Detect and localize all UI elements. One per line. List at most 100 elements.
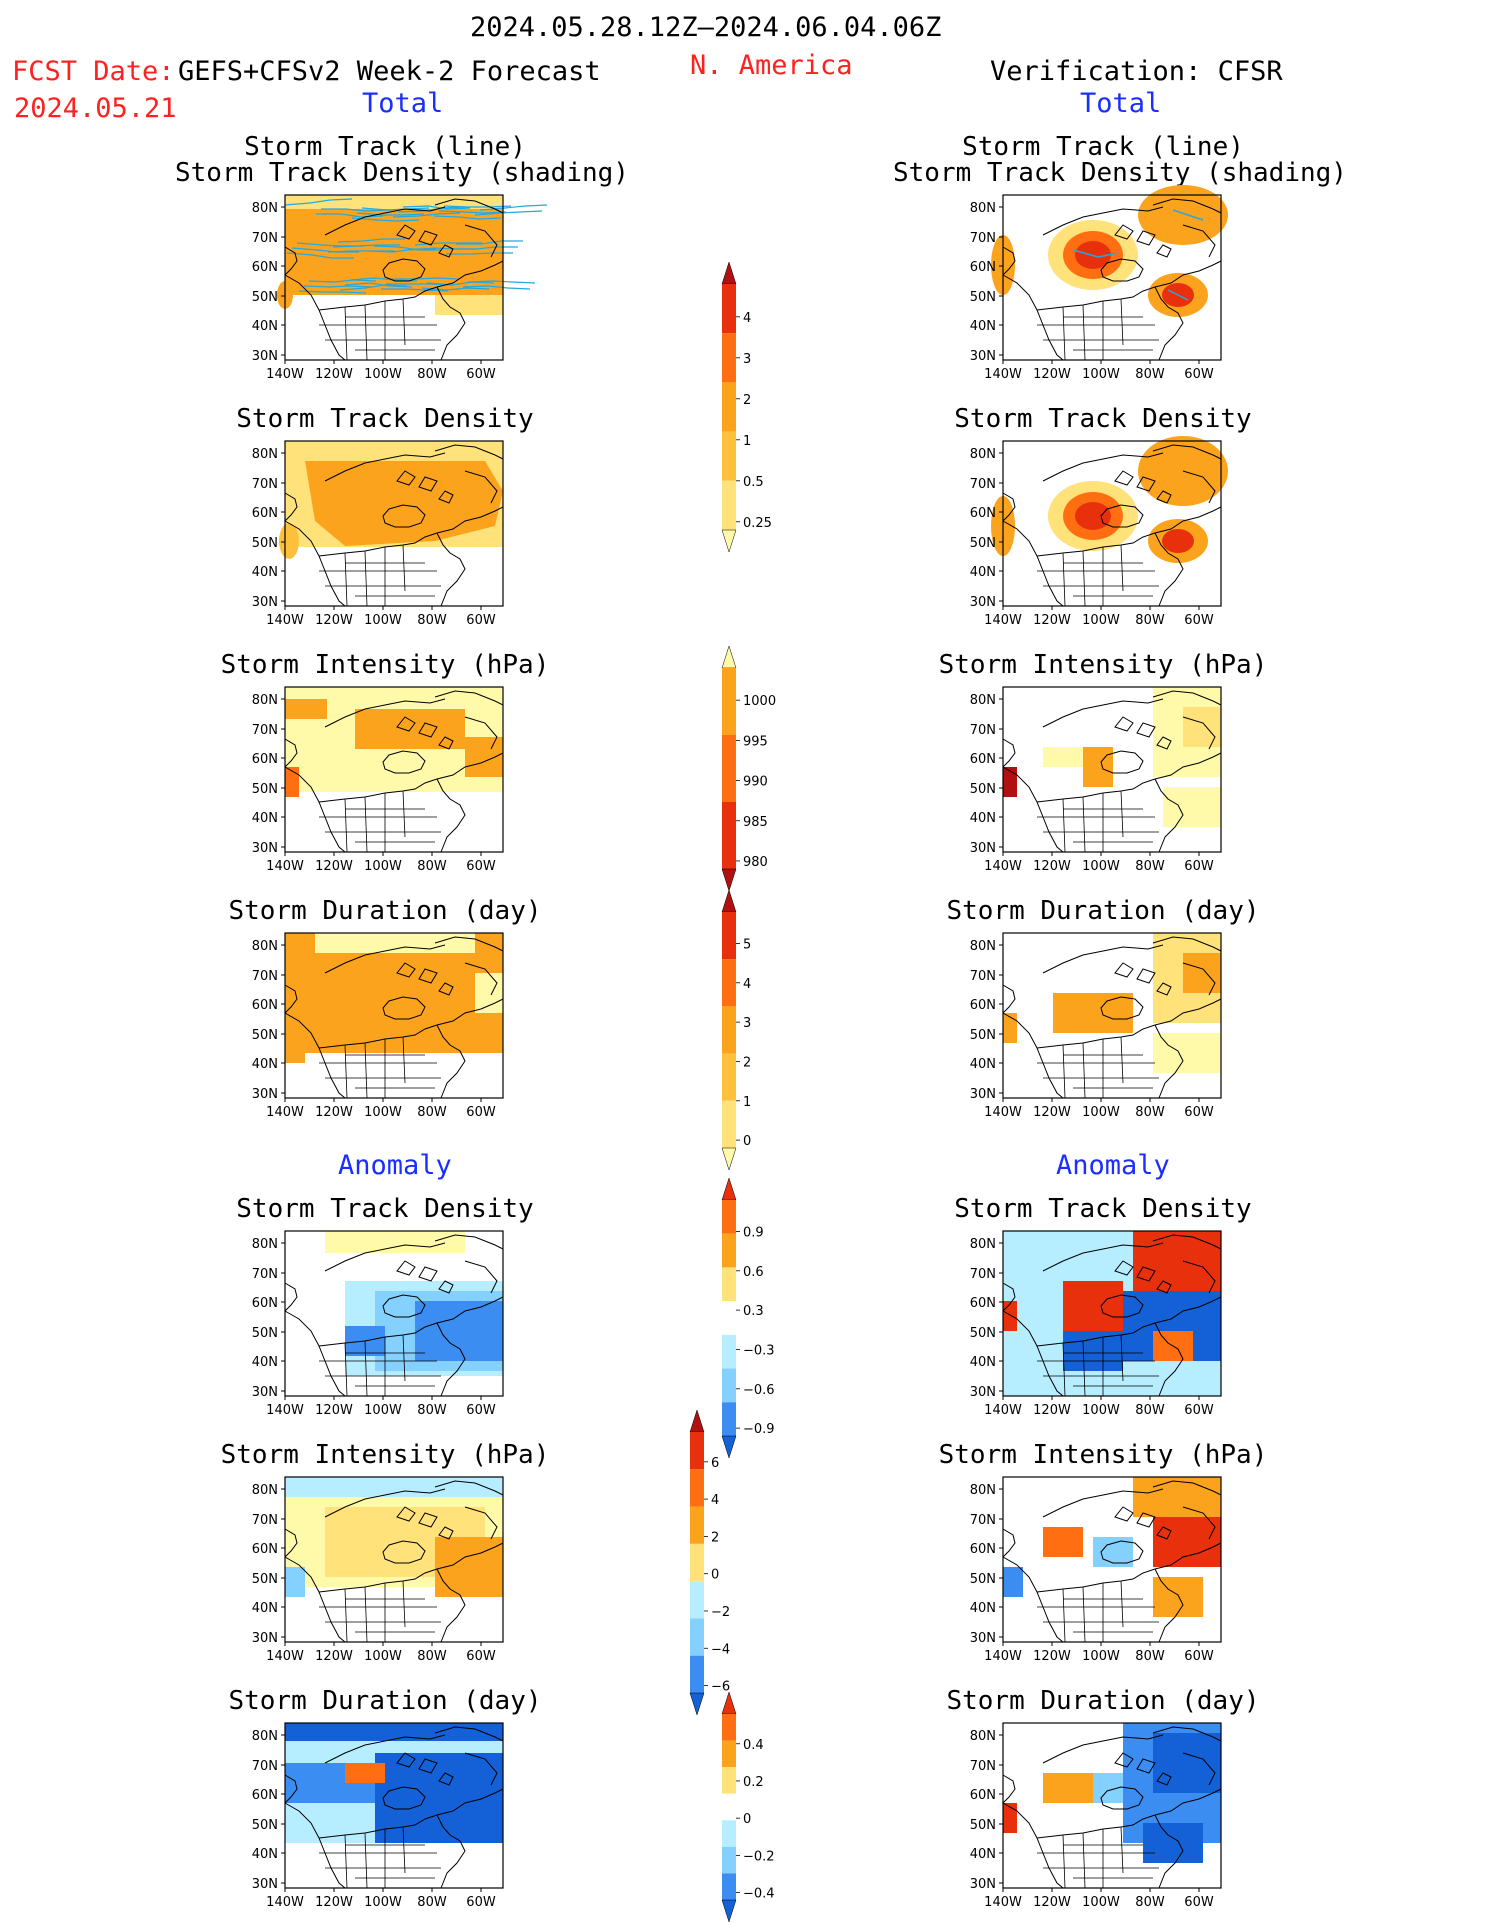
lon-label: 140W <box>266 1649 304 1664</box>
colorbar-label: −0.3 <box>743 1343 775 1358</box>
lat-label: 50N <box>252 290 278 305</box>
right-title-intensity: Storm Intensity (hPa) <box>938 650 1268 680</box>
lat-label: 80N <box>970 1483 996 1498</box>
lat-label: 70N <box>252 1513 278 1528</box>
lat-label: 50N <box>252 536 278 551</box>
lon-label: 100W <box>1082 613 1120 628</box>
colorbar-label: 2 <box>743 393 751 408</box>
lat-label: 50N <box>252 782 278 797</box>
map-left-density-anom: 80N 70N 60N 50N 40N 30N 140W 120W 100W 80W 60W <box>252 1230 504 1418</box>
lon-label: 100W <box>364 1649 402 1664</box>
lon-label: 100W <box>1082 367 1120 382</box>
lat-label: 80N <box>252 447 278 462</box>
lon-label: 120W <box>1033 613 1071 628</box>
colorbar-label: 1 <box>743 434 751 449</box>
lat-label: 70N <box>970 1267 996 1282</box>
colorbar-label: 0 <box>711 1568 719 1583</box>
lat-label: 50N <box>252 1818 278 1833</box>
colorbar-label: 4 <box>743 977 751 992</box>
lon-label: 100W <box>364 1105 402 1120</box>
lon-label: 140W <box>984 1649 1022 1664</box>
colorbar-label: −0.6 <box>743 1383 775 1398</box>
lat-label: 30N <box>970 349 996 364</box>
colorbar-label: 4 <box>711 1493 719 1508</box>
colorbar-label: 995 <box>743 734 768 749</box>
lat-label: 70N <box>252 1267 278 1282</box>
lat-label: 30N <box>252 1877 278 1892</box>
lon-label: 60W <box>1184 613 1214 628</box>
lat-label: 40N <box>252 1355 278 1370</box>
lat-label: 60N <box>252 1788 278 1803</box>
lon-label: 100W <box>1082 1105 1120 1120</box>
lon-label: 80W <box>417 1895 447 1910</box>
lat-label: 30N <box>252 841 278 856</box>
lat-label: 60N <box>252 506 278 521</box>
colorbar-label: 2 <box>711 1530 719 1545</box>
left-title-duration: Storm Duration (day) <box>228 896 542 926</box>
right-anomaly-label: Anomaly <box>1056 1150 1170 1181</box>
lat-label: 40N <box>970 565 996 580</box>
colorbar-label: 1000 <box>743 694 776 709</box>
lat-label: 80N <box>252 1483 278 1498</box>
colorbar-label: 1 <box>743 1095 751 1110</box>
lon-label: 60W <box>466 859 496 874</box>
right-total-label: Total <box>1080 88 1162 119</box>
lon-label: 60W <box>466 1105 496 1120</box>
right-title-density: Storm Track Density <box>954 404 1252 434</box>
right-title-track-line: Storm Track (line) <box>962 132 1244 162</box>
colorbar-label: −0.9 <box>743 1422 775 1437</box>
lon-label: 140W <box>266 1403 304 1418</box>
lat-label: 70N <box>970 723 996 738</box>
lat-label: 30N <box>970 1631 996 1646</box>
lat-label: 60N <box>252 260 278 275</box>
lat-label: 70N <box>970 477 996 492</box>
lat-label: 80N <box>970 939 996 954</box>
lon-label: 80W <box>1135 1649 1165 1664</box>
lon-label: 100W <box>1082 1649 1120 1664</box>
right-title-track-shading: Storm Track Density (shading) <box>893 158 1347 188</box>
lat-label: 40N <box>252 1847 278 1862</box>
map-right-density-anom: 80N 70N 60N 50N 40N 30N 140W 120W 100W 80W 60W <box>970 1230 1222 1418</box>
lon-label: 80W <box>1135 1105 1165 1120</box>
lat-label: 70N <box>970 231 996 246</box>
colorbar-label: 4 <box>743 311 751 326</box>
lon-label: 120W <box>1033 1403 1071 1418</box>
left-title-density: Storm Track Density <box>236 404 534 434</box>
lat-label: 40N <box>970 811 996 826</box>
map-right-duration-anom: 80N 70N 60N 50N 40N 30N 140W 120W 100W 80W 60W <box>970 1722 1222 1910</box>
lat-label: 50N <box>970 782 996 797</box>
map-left-duration-anom: 80N 70N 60N 50N 40N 30N 140W 120W 100W 80W 60W <box>252 1722 504 1910</box>
lon-label: 80W <box>1135 1403 1165 1418</box>
lat-label: 60N <box>970 1296 996 1311</box>
colorbar-density-anom: 0.9 0.6 0.3 −0.3 −0.6 −0.9 <box>721 1177 775 1459</box>
map-right-density: 80N 70N 60N 50N 40N 30N 140W 120W 100W 80W 60W <box>970 436 1228 628</box>
colorbar-label: −0.2 <box>743 1849 775 1864</box>
colorbar-label: 0 <box>743 1812 751 1827</box>
colorbar-density-total: 4 3 2 1 0.5 0.25 <box>721 261 772 553</box>
colorbar-duration-total: 5 4 3 2 1 0 <box>721 889 751 1171</box>
lon-label: 140W <box>266 1105 304 1120</box>
colorbar-label: 0.5 <box>743 475 764 490</box>
lat-label: 40N <box>252 565 278 580</box>
lat-label: 30N <box>970 1385 996 1400</box>
lat-label: 60N <box>970 506 996 521</box>
lat-label: 60N <box>970 998 996 1013</box>
left-total-label: Total <box>362 88 444 119</box>
colorbar-label: −6 <box>711 1680 730 1695</box>
colorbar-label: 6 <box>711 1456 719 1471</box>
lon-label: 100W <box>364 1895 402 1910</box>
lat-label: 40N <box>970 1355 996 1370</box>
map-left-density: 80N 70N 60N 50N 40N 30N 140W 120W 100W 80W 60W <box>252 440 504 628</box>
lon-label: 140W <box>266 859 304 874</box>
left-title-track-line: Storm Track (line) <box>244 132 526 162</box>
lat-label: 30N <box>970 1087 996 1102</box>
lat-label: 40N <box>252 319 278 334</box>
lon-label: 60W <box>466 367 496 382</box>
colorbar-label: 3 <box>743 352 751 367</box>
colorbar-label: 0.3 <box>743 1304 764 1319</box>
lat-label: 50N <box>252 1572 278 1587</box>
lon-label: 140W <box>984 859 1022 874</box>
lon-label: 80W <box>417 1105 447 1120</box>
lon-label: 100W <box>364 859 402 874</box>
lon-label: 80W <box>417 1649 447 1664</box>
